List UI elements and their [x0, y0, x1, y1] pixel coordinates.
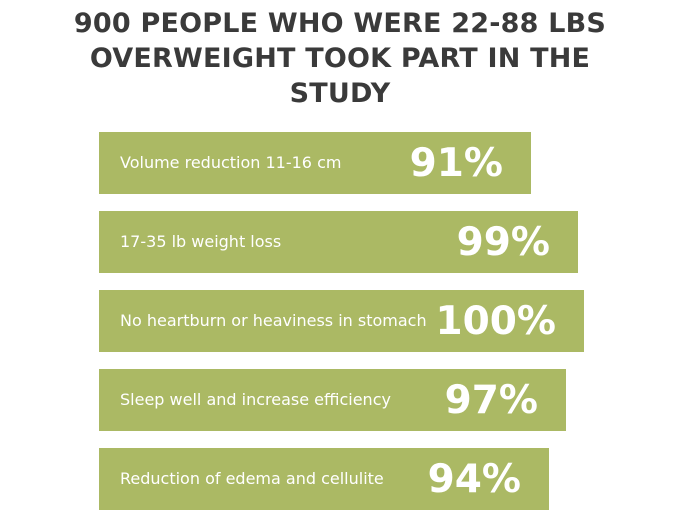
bar-value-label: 91% — [409, 141, 503, 186]
bar: Volume reduction 11-16 cm 91% — [99, 132, 531, 194]
bar-label: Volume reduction 11-16 cm — [120, 153, 342, 172]
bar-label: 17-35 lb weight loss — [120, 232, 282, 251]
bar: Sleep well and increase efficiency 97% — [99, 369, 566, 431]
bar-value-label: 97% — [444, 378, 538, 423]
bar-label: Reduction of edema and cellulite — [120, 469, 384, 488]
bar-label: No heartburn or heaviness in stomach — [120, 311, 427, 330]
chart-title-line-3: STUDY — [289, 78, 391, 109]
bar: No heartburn or heaviness in stomach 100% — [99, 290, 584, 352]
bar: 17-35 lb weight loss 99% — [99, 211, 578, 273]
chart-title-line-1: 900 PEOPLE WHO WERE 22-88 LBS — [73, 8, 607, 39]
bar-label: Sleep well and increase efficiency — [120, 390, 391, 409]
chart-title: 900 PEOPLE WHO WERE 22-88 LBS OVERWEIGHT… — [0, 6, 680, 111]
bar-value-label: 94% — [427, 457, 521, 502]
chart-title-line-2: OVERWEIGHT TOOK PART IN THE — [89, 43, 591, 74]
bar-value-label: 100% — [435, 299, 557, 344]
bar: Reduction of edema and cellulite 94% — [99, 448, 549, 510]
bar-value-label: 99% — [456, 220, 550, 265]
